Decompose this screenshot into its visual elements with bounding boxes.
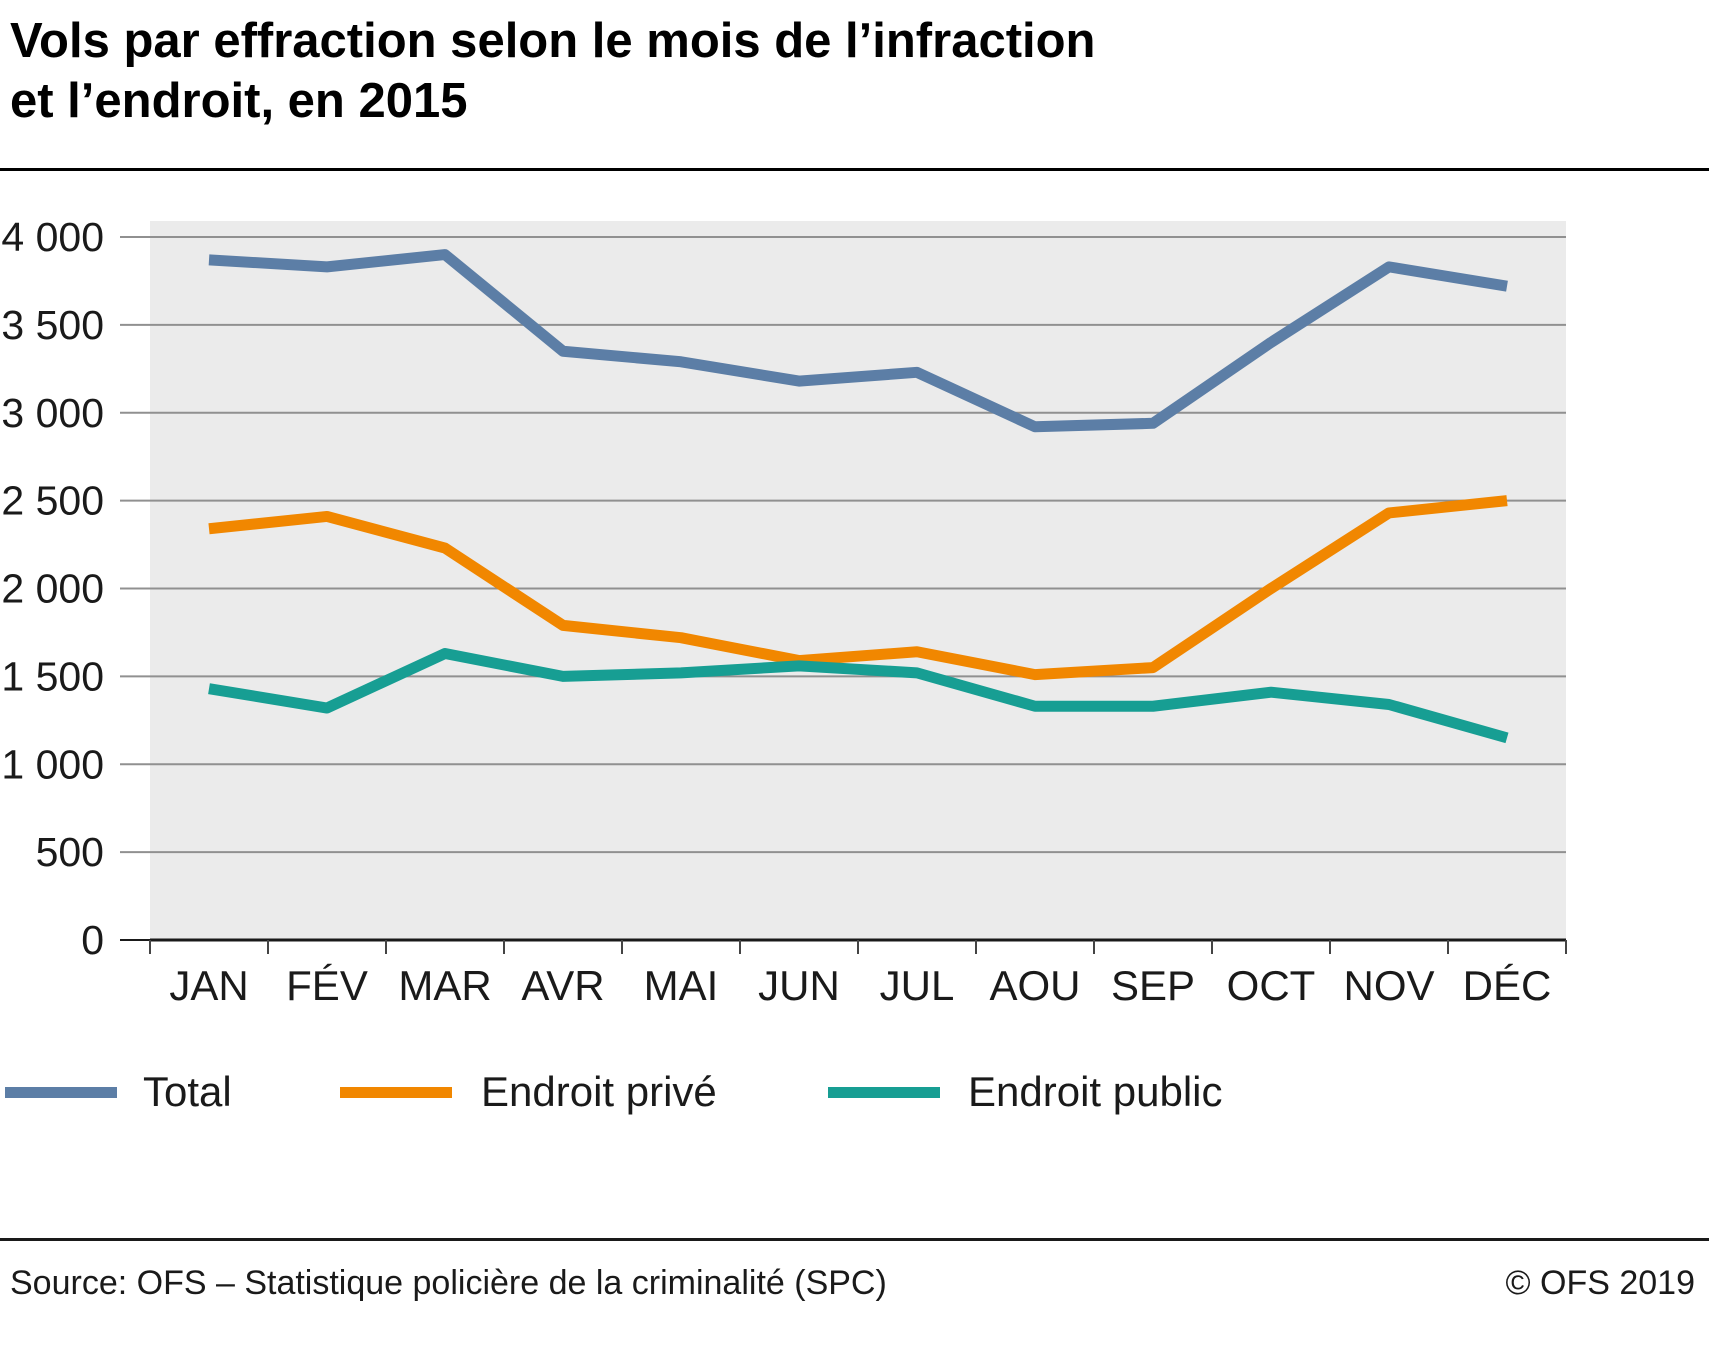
legend-label-endroit-prive: Endroit privé: [481, 1068, 717, 1115]
svg-text:2 500: 2 500: [1, 478, 104, 524]
page-title-line2: et l’endroit, en 2015: [10, 73, 468, 128]
svg-text:MAI: MAI: [644, 962, 719, 1009]
svg-text:4 000: 4 000: [1, 214, 104, 260]
legend: Total Endroit privé Endroit public: [0, 1062, 1709, 1122]
svg-text:AOU: AOU: [989, 962, 1080, 1009]
title-divider: [0, 168, 1709, 171]
svg-text:3 500: 3 500: [1, 302, 104, 348]
svg-text:1 500: 1 500: [1, 653, 104, 699]
svg-text:500: 500: [36, 829, 104, 875]
svg-text:JUN: JUN: [758, 962, 840, 1009]
footer-divider: [0, 1238, 1709, 1241]
svg-text:1 000: 1 000: [1, 741, 104, 787]
legend-label-total: Total: [143, 1068, 232, 1115]
svg-text:AVR: AVR: [521, 962, 604, 1009]
page-title-line1: Vols par effraction selon le mois de l’i…: [10, 14, 1096, 68]
svg-text:JAN: JAN: [169, 962, 248, 1009]
svg-text:FÉV: FÉV: [286, 962, 368, 1009]
svg-text:SEP: SEP: [1111, 962, 1195, 1009]
svg-text:OCT: OCT: [1227, 962, 1316, 1009]
legend-swatch-endroit-public: [828, 1087, 940, 1098]
legend-label-endroit-public: Endroit public: [968, 1068, 1223, 1115]
svg-text:0: 0: [81, 917, 104, 963]
copyright-text: © OFS 2019: [1505, 1264, 1695, 1302]
svg-text:3 000: 3 000: [1, 390, 104, 436]
svg-text:DÉC: DÉC: [1463, 962, 1552, 1009]
svg-text:JUL: JUL: [880, 962, 955, 1009]
legend-swatch-total: [5, 1087, 117, 1098]
footer: Source: OFS – Statistique policière de l…: [10, 1264, 1695, 1303]
source-text: Source: OFS – Statistique policière de l…: [10, 1264, 887, 1302]
page-title: Vols par effraction selon le mois de l’i…: [10, 12, 1699, 132]
line-chart: 0 500 1 000 1 500 2 000 2 500 3 000 3 500 4 000 J…: [1, 214, 1567, 1009]
legend-swatch-endroit-prive: [340, 1087, 452, 1098]
svg-text:MAR: MAR: [398, 962, 491, 1009]
svg-text:NOV: NOV: [1343, 962, 1434, 1009]
svg-text:2 000: 2 000: [1, 566, 104, 612]
